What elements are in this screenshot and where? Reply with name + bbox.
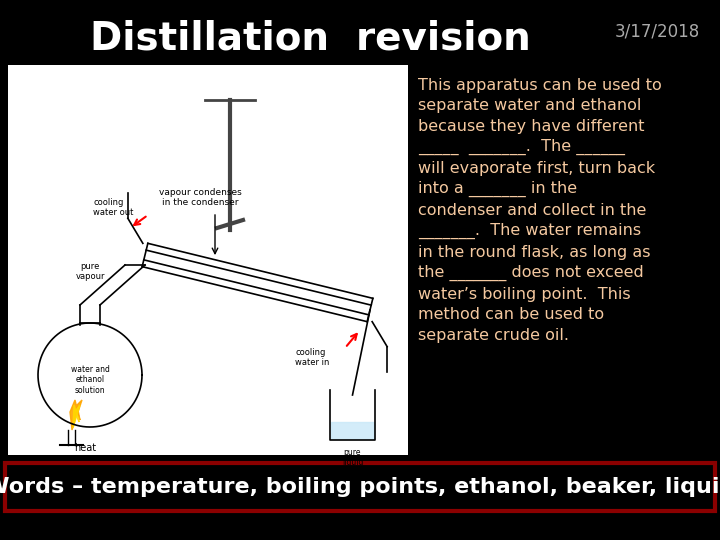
Text: 3/17/2018: 3/17/2018 [615,22,700,40]
Text: cooling
water in: cooling water in [295,348,329,367]
Text: pure
vapour: pure vapour [76,262,104,281]
Text: This apparatus can be used to
separate water and ethanol
because they have diffe: This apparatus can be used to separate w… [418,78,662,342]
Text: vapour condenses
in the condenser: vapour condenses in the condenser [158,188,241,207]
Bar [5,463,715,511]
Polygon shape [331,422,374,439]
Text: water and
ethanol
solution: water and ethanol solution [71,365,109,395]
Text: pure
liquid: pure liquid [342,448,363,468]
Text: Distillation  revision: Distillation revision [89,19,531,57]
Bar [8,65,408,455]
Text: heat: heat [74,443,96,453]
Polygon shape [142,244,373,322]
Text: cooling
water out: cooling water out [93,198,133,218]
Polygon shape [73,405,80,428]
Polygon shape [70,400,82,430]
Text: Words – temperature, boiling points, ethanol, beaker, liquid: Words – temperature, boiling points, eth… [0,477,720,497]
